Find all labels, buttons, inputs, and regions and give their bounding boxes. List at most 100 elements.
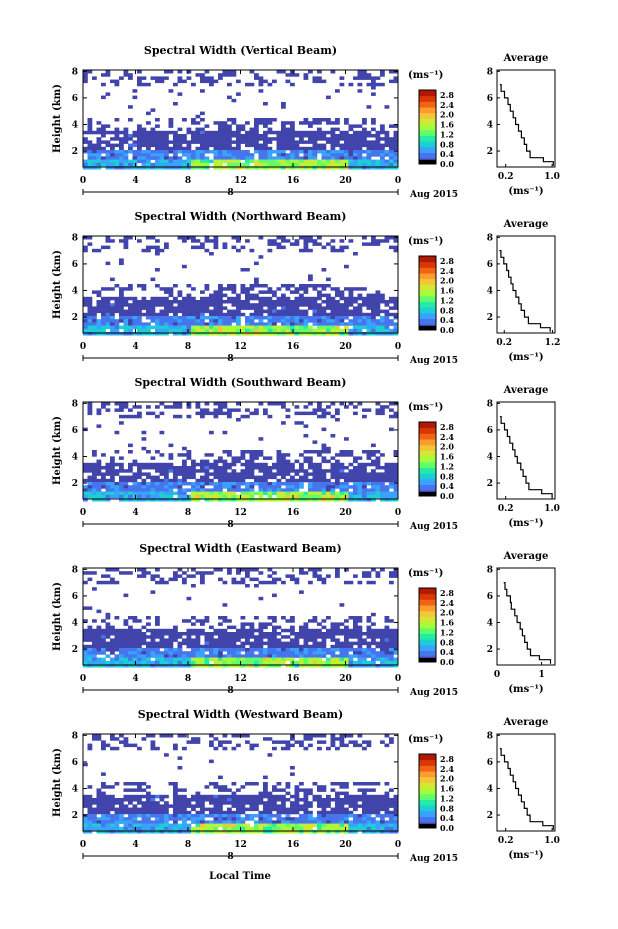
heatmap-cell xyxy=(366,303,372,307)
heatmap-cell xyxy=(303,664,309,668)
heatmap-cell xyxy=(290,150,295,154)
y-tick-label: 8 xyxy=(72,233,78,243)
heatmap-cell xyxy=(285,316,291,320)
y-tick-label: 6 xyxy=(72,94,78,104)
heatmap-cell xyxy=(123,137,129,141)
heatmap-cell xyxy=(182,146,187,151)
heatmap-cell xyxy=(281,153,286,157)
heatmap-cell xyxy=(137,494,142,499)
heatmap-cell xyxy=(222,619,228,623)
heatmap-cell xyxy=(155,580,160,585)
heatmap-cell xyxy=(222,746,228,751)
heatmap-cell xyxy=(267,498,273,502)
heatmap-cell xyxy=(173,498,178,502)
heatmap-cell xyxy=(276,143,282,148)
heatmap-cell xyxy=(209,641,214,646)
heatmap-cell xyxy=(141,446,147,451)
heatmap-cell xyxy=(83,762,88,767)
heatmap-cell xyxy=(375,632,381,636)
heatmap-cell xyxy=(87,644,93,649)
heatmap-cell xyxy=(128,782,133,786)
heatmap-cell xyxy=(128,820,133,824)
colorbar-frame xyxy=(418,421,437,497)
heatmap-cell xyxy=(177,756,183,760)
heatmap-cell xyxy=(87,657,93,662)
heatmap-cell xyxy=(236,807,241,812)
heatmap-cell xyxy=(276,328,282,333)
heatmap-cell xyxy=(245,134,250,138)
colorbar-tick-label: 0.8 xyxy=(440,305,454,315)
heatmap-cell xyxy=(371,654,376,658)
heatmap-cell xyxy=(344,453,349,457)
heatmap-cell xyxy=(303,648,309,652)
x-tick-label: 4 xyxy=(132,342,138,352)
heatmap-cell xyxy=(137,660,142,665)
heatmap-cell xyxy=(186,475,192,480)
heatmap-cell xyxy=(290,121,295,125)
heatmap-cell xyxy=(357,472,363,476)
panel-1: Spectral Width (Northward Beam)0 4 8 12 16 20… xyxy=(52,210,560,366)
heatmap-cell xyxy=(164,466,169,470)
heatmap-cell xyxy=(204,408,210,412)
heatmap-cell xyxy=(321,411,327,416)
heatmap-cell xyxy=(254,322,259,326)
heatmap-cell xyxy=(254,130,259,135)
heatmap-cell xyxy=(240,312,246,317)
heatmap-cell xyxy=(353,143,358,148)
heatmap-cell xyxy=(272,641,277,646)
colorbar-tick-label: 0.4 xyxy=(440,647,454,657)
heatmap-cell xyxy=(362,488,367,492)
heatmap-cell xyxy=(375,328,381,333)
heatmap-cell xyxy=(299,807,304,812)
heatmap-cell xyxy=(119,482,124,486)
heatmap-cell xyxy=(146,734,151,738)
heatmap-cell xyxy=(186,632,192,636)
heatmap-cell xyxy=(294,312,300,317)
heatmap-cell xyxy=(110,488,115,492)
heatmap-cell xyxy=(258,76,264,80)
heatmap-cell xyxy=(87,462,93,467)
heatmap-cell xyxy=(218,466,223,470)
heatmap-cell xyxy=(267,651,273,655)
heatmap-cell xyxy=(168,290,174,294)
heatmap-cell xyxy=(267,491,273,496)
heatmap-cell xyxy=(312,134,318,138)
heatmap-cell xyxy=(321,644,327,649)
heatmap-cell xyxy=(254,584,259,588)
heatmap-cell xyxy=(317,134,322,138)
heatmap-cell xyxy=(335,290,340,294)
heatmap-cell xyxy=(105,660,111,665)
heatmap-cell xyxy=(222,146,228,151)
heatmap-cell xyxy=(371,482,376,486)
heatmap-cell xyxy=(348,287,354,291)
heatmap-cell xyxy=(317,466,322,470)
heatmap-cell xyxy=(141,137,147,141)
heatmap-cell xyxy=(213,638,219,642)
heatmap-cell xyxy=(200,820,205,824)
heatmap-cell xyxy=(114,134,120,138)
heatmap-cell xyxy=(240,622,246,626)
heatmap-cell xyxy=(375,76,381,80)
heatmap-cell xyxy=(222,740,228,744)
heatmap-cell xyxy=(132,309,138,314)
heatmap-cell xyxy=(339,488,345,492)
heatmap-cell xyxy=(96,485,102,489)
heatmap-cell xyxy=(150,325,156,330)
colorbar-tick-label: 1.6 xyxy=(440,286,454,296)
heatmap-cell xyxy=(195,469,201,473)
heatmap-cell xyxy=(227,648,232,652)
colorbar-tick-label: 2.4 xyxy=(440,598,454,608)
heatmap-cell xyxy=(330,494,336,499)
heatmap-cell xyxy=(159,804,165,808)
heatmap-cell xyxy=(173,628,178,633)
heatmap-cell xyxy=(236,306,241,310)
heatmap-cell xyxy=(105,73,111,77)
heatmap-cell xyxy=(119,143,124,148)
heatmap-cell xyxy=(150,498,156,502)
heatmap-cell xyxy=(87,70,93,74)
heatmap-cell xyxy=(173,325,178,330)
heatmap-cell xyxy=(249,743,255,748)
heatmap-cell xyxy=(119,820,124,824)
heatmap-cell xyxy=(173,306,178,310)
heatmap-cell xyxy=(303,660,309,665)
